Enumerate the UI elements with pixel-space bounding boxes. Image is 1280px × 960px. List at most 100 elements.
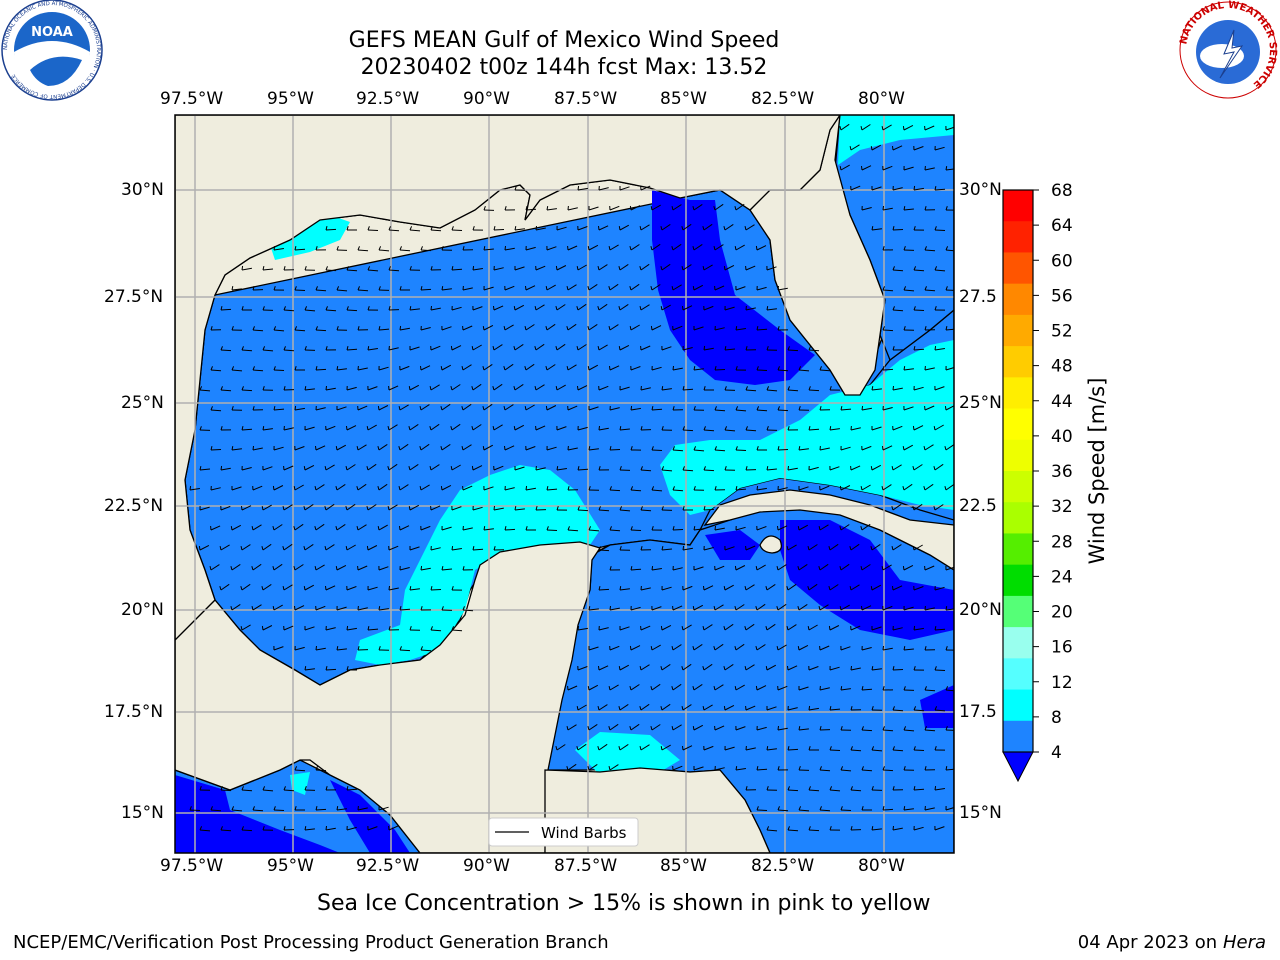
wind-barb — [283, 625, 294, 631]
wind-barb — [220, 789, 232, 792]
wind-barb-flag — [808, 746, 811, 751]
wind-barb — [724, 429, 736, 432]
wind-barb-flag — [787, 426, 790, 431]
wind-barb — [871, 228, 882, 231]
wind-barb — [714, 684, 724, 691]
wind-barb — [199, 544, 210, 551]
wind-barb-flag — [913, 266, 917, 271]
wind-barb — [367, 386, 378, 391]
wind-barb-flag — [881, 565, 884, 571]
wind-barb-flag — [692, 246, 695, 251]
wind-barb-flag — [577, 385, 579, 391]
wind-barb-flag — [912, 506, 915, 511]
wind-barb — [640, 224, 650, 231]
wind-barb — [210, 409, 222, 412]
wind-barb-flag — [450, 426, 453, 431]
wind-barb — [598, 743, 608, 751]
wind-barb — [336, 483, 346, 491]
wind-barb-flag — [325, 306, 328, 311]
wind-barb-flag — [786, 586, 789, 591]
wind-barb — [714, 604, 724, 611]
wind-barb — [640, 263, 650, 271]
wind-barb-flag — [199, 386, 203, 391]
wind-barb-flag — [608, 286, 611, 291]
wind-barb-flag — [566, 766, 569, 771]
wind-barb — [682, 429, 694, 432]
wind-barb-flag — [639, 266, 642, 271]
wind-barb-flag — [828, 625, 831, 631]
wind-barb-flag — [545, 285, 548, 291]
wind-barb — [567, 529, 579, 532]
wind-barb — [420, 443, 430, 451]
wind-barb-flag — [819, 806, 822, 811]
wind-barb-flag — [450, 345, 453, 351]
wind-barb — [871, 749, 883, 752]
wind-barb — [504, 528, 516, 531]
wind-barb — [546, 488, 558, 491]
wind-barb-flag — [639, 225, 642, 231]
wind-barb-flag — [672, 365, 674, 371]
wind-barb — [357, 807, 368, 811]
wind-barb — [882, 484, 892, 491]
wind-barb — [399, 649, 411, 652]
wind-barb-flag — [777, 725, 779, 731]
wind-barb-flag — [660, 266, 663, 271]
wind-barb — [409, 423, 419, 431]
noaa-logo-icon: NOAA NATIONAL OCEANIC AND ATMOSPHERIC AD… — [1, 0, 103, 101]
wind-barb — [861, 647, 872, 651]
wind-barb — [588, 608, 599, 611]
wind-barb-flag — [882, 326, 885, 331]
wind-barb — [630, 568, 642, 571]
wind-barb-flag — [798, 806, 802, 811]
wind-barb-flag — [723, 585, 726, 591]
wind-barb-flag — [650, 645, 653, 651]
wind-barb-flag — [651, 526, 654, 531]
lat-label-left: 27.5°N — [104, 287, 164, 307]
wind-barb-flag — [724, 345, 727, 351]
wind-barb — [651, 449, 663, 451]
wind-barb-flag — [493, 505, 495, 511]
wind-barb-flag — [430, 305, 432, 311]
wind-barb-flag — [513, 306, 516, 311]
wind-barb-flag — [651, 566, 654, 571]
footer-date: 04 Apr 2023 on — [1077, 932, 1223, 953]
wind-barb-flag — [303, 506, 306, 511]
wind-barb-flag — [503, 405, 506, 411]
wind-barb-flag — [682, 385, 685, 391]
wind-barb-flag — [693, 486, 696, 491]
lon-label-bottom: 97.5°W — [160, 856, 224, 876]
wind-barb — [525, 246, 536, 251]
wind-barb-flag — [387, 466, 390, 471]
wind-barb — [315, 769, 327, 772]
wind-barb-flag — [797, 606, 800, 611]
wind-barb — [399, 249, 411, 252]
wind-barb-flag — [294, 605, 296, 611]
wind-barb — [724, 546, 735, 551]
wind-barb-flag — [861, 766, 864, 771]
wind-barb-flag — [366, 466, 369, 471]
wind-barb-flag — [387, 505, 390, 511]
wind-barb — [661, 346, 672, 351]
wind-barb — [934, 669, 946, 671]
wind-barb-flag — [693, 365, 696, 371]
wind-barb — [609, 684, 619, 691]
wind-barb-flag — [903, 726, 907, 731]
wind-barb — [745, 584, 755, 591]
wind-barb — [241, 349, 253, 352]
wind-barb — [315, 523, 325, 531]
wind-barb — [703, 704, 713, 711]
wind-barb-flag — [315, 805, 318, 811]
wind-barb-flag — [231, 285, 234, 291]
wind-barb-flag — [272, 485, 275, 491]
wind-barb-flag — [892, 825, 894, 831]
wind-barb-flag — [808, 425, 811, 431]
wind-barb — [210, 809, 222, 812]
wind-barb — [745, 224, 755, 231]
wind-barb — [735, 488, 747, 491]
wind-barb-flag — [945, 606, 948, 611]
colorbar-tick-label: 20 — [1051, 603, 1073, 623]
wind-barb — [346, 425, 357, 431]
wind-barb — [325, 544, 335, 551]
wind-barb — [766, 706, 777, 711]
wind-barb-flag — [587, 366, 590, 371]
